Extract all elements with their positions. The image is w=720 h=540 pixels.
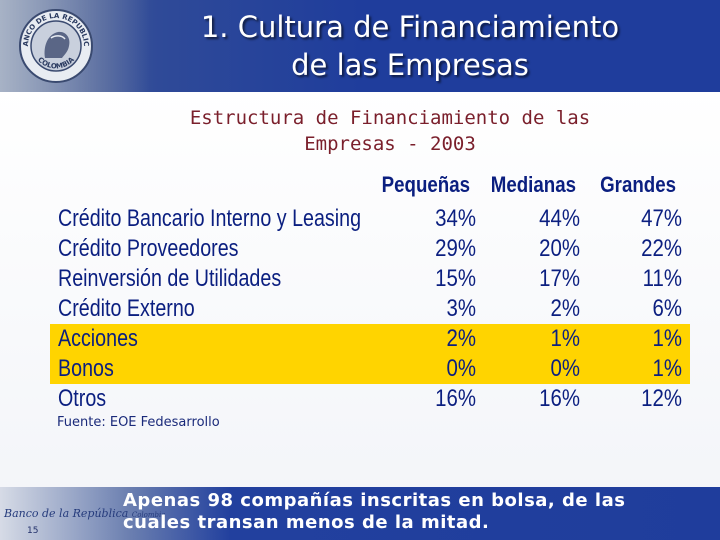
row-label: Crédito Externo: [58, 295, 195, 322]
title-line-1: 1. Cultura de Financiamiento: [200, 10, 620, 44]
row-value-grandes: 47%: [641, 205, 682, 232]
row-value-grandes: 1%: [652, 355, 682, 382]
column-header-medianas: Medianas: [490, 172, 576, 197]
row-value-grandes: 1%: [652, 325, 682, 352]
column-header-pequenas: Pequeñas: [381, 172, 470, 197]
row-value-medianas: 20%: [539, 235, 580, 262]
row-value-grandes: 11%: [642, 265, 682, 292]
row-value-pequenas: 16%: [435, 385, 476, 412]
row-value-pequenas: 15%: [435, 265, 476, 292]
row-value-grandes: 6%: [652, 295, 682, 322]
footer-logo-subtext: Colombia: [131, 511, 166, 519]
row-label: Reinversión de Utilidades: [58, 265, 282, 292]
row-value-pequenas: 34%: [435, 205, 476, 232]
footer-band: [0, 487, 720, 540]
source-note: Fuente: EOE Fedesarrollo: [57, 415, 220, 430]
page-number: 15: [27, 526, 39, 536]
row-value-medianas: 44%: [539, 205, 580, 232]
footer-note: Apenas 98 compañías inscritas en bolsa, …: [123, 490, 683, 534]
footer-note-line-1: Apenas 98 compañías inscritas en bolsa, …: [123, 490, 626, 511]
table-row: Otros 16% 16% 12%: [50, 384, 690, 414]
title-line-2: de las Empresas: [291, 48, 529, 82]
table-row: Crédito Bancario Interno y Leasing 34% 44%…: [50, 204, 690, 234]
table-row: Reinversión de Utilidades 15% 17% 11%: [50, 264, 690, 294]
table-row: Crédito Proveedores 29% 20% 22%: [50, 234, 690, 264]
row-label: Bonos: [58, 355, 114, 382]
subtitle-line-1: Estructura de Financiamiento de las: [189, 107, 591, 129]
table-row: Crédito Externo 3% 2% 6%: [50, 294, 690, 324]
row-label: Crédito Proveedores: [58, 235, 239, 262]
row-value-pequenas: 29%: [435, 235, 476, 262]
slide-title: 1. Cultura de Financiamiento de las Empr…: [120, 8, 700, 84]
subtitle-line-2: Empresas - 2003: [304, 133, 476, 155]
slide-subtitle: Estructura de Financiamiento de las Empr…: [110, 105, 670, 157]
row-label: Otros: [58, 385, 107, 412]
row-value-medianas: 17%: [539, 265, 580, 292]
row-value-pequenas: 3%: [446, 295, 476, 322]
footer-note-line-2: cuales transan menos de la mitad.: [123, 512, 490, 533]
row-value-medianas: 2%: [550, 295, 580, 322]
row-value-medianas: 0%: [550, 355, 580, 382]
row-label: Acciones: [58, 325, 138, 352]
footer-bank-logo: Banco de la República Colombia: [4, 507, 165, 520]
row-value-medianas: 16%: [539, 385, 580, 412]
footer-logo-text: Banco de la República: [4, 507, 129, 520]
row-label: Crédito Bancario Interno y Leasing: [58, 205, 362, 232]
bank-seal-icon: BANCO DE LA REPUBLICA COLOMBIA: [18, 8, 93, 83]
row-value-grandes: 12%: [641, 385, 682, 412]
column-header-grandes: Grandes: [600, 172, 676, 197]
table-row: Bonos 0% 0% 1%: [50, 354, 690, 384]
row-value-pequenas: 0%: [446, 355, 476, 382]
row-value-medianas: 1%: [550, 325, 580, 352]
row-value-pequenas: 2%: [446, 325, 476, 352]
row-value-grandes: 22%: [641, 235, 682, 262]
table-row: Acciones 2% 1% 1%: [50, 324, 690, 354]
